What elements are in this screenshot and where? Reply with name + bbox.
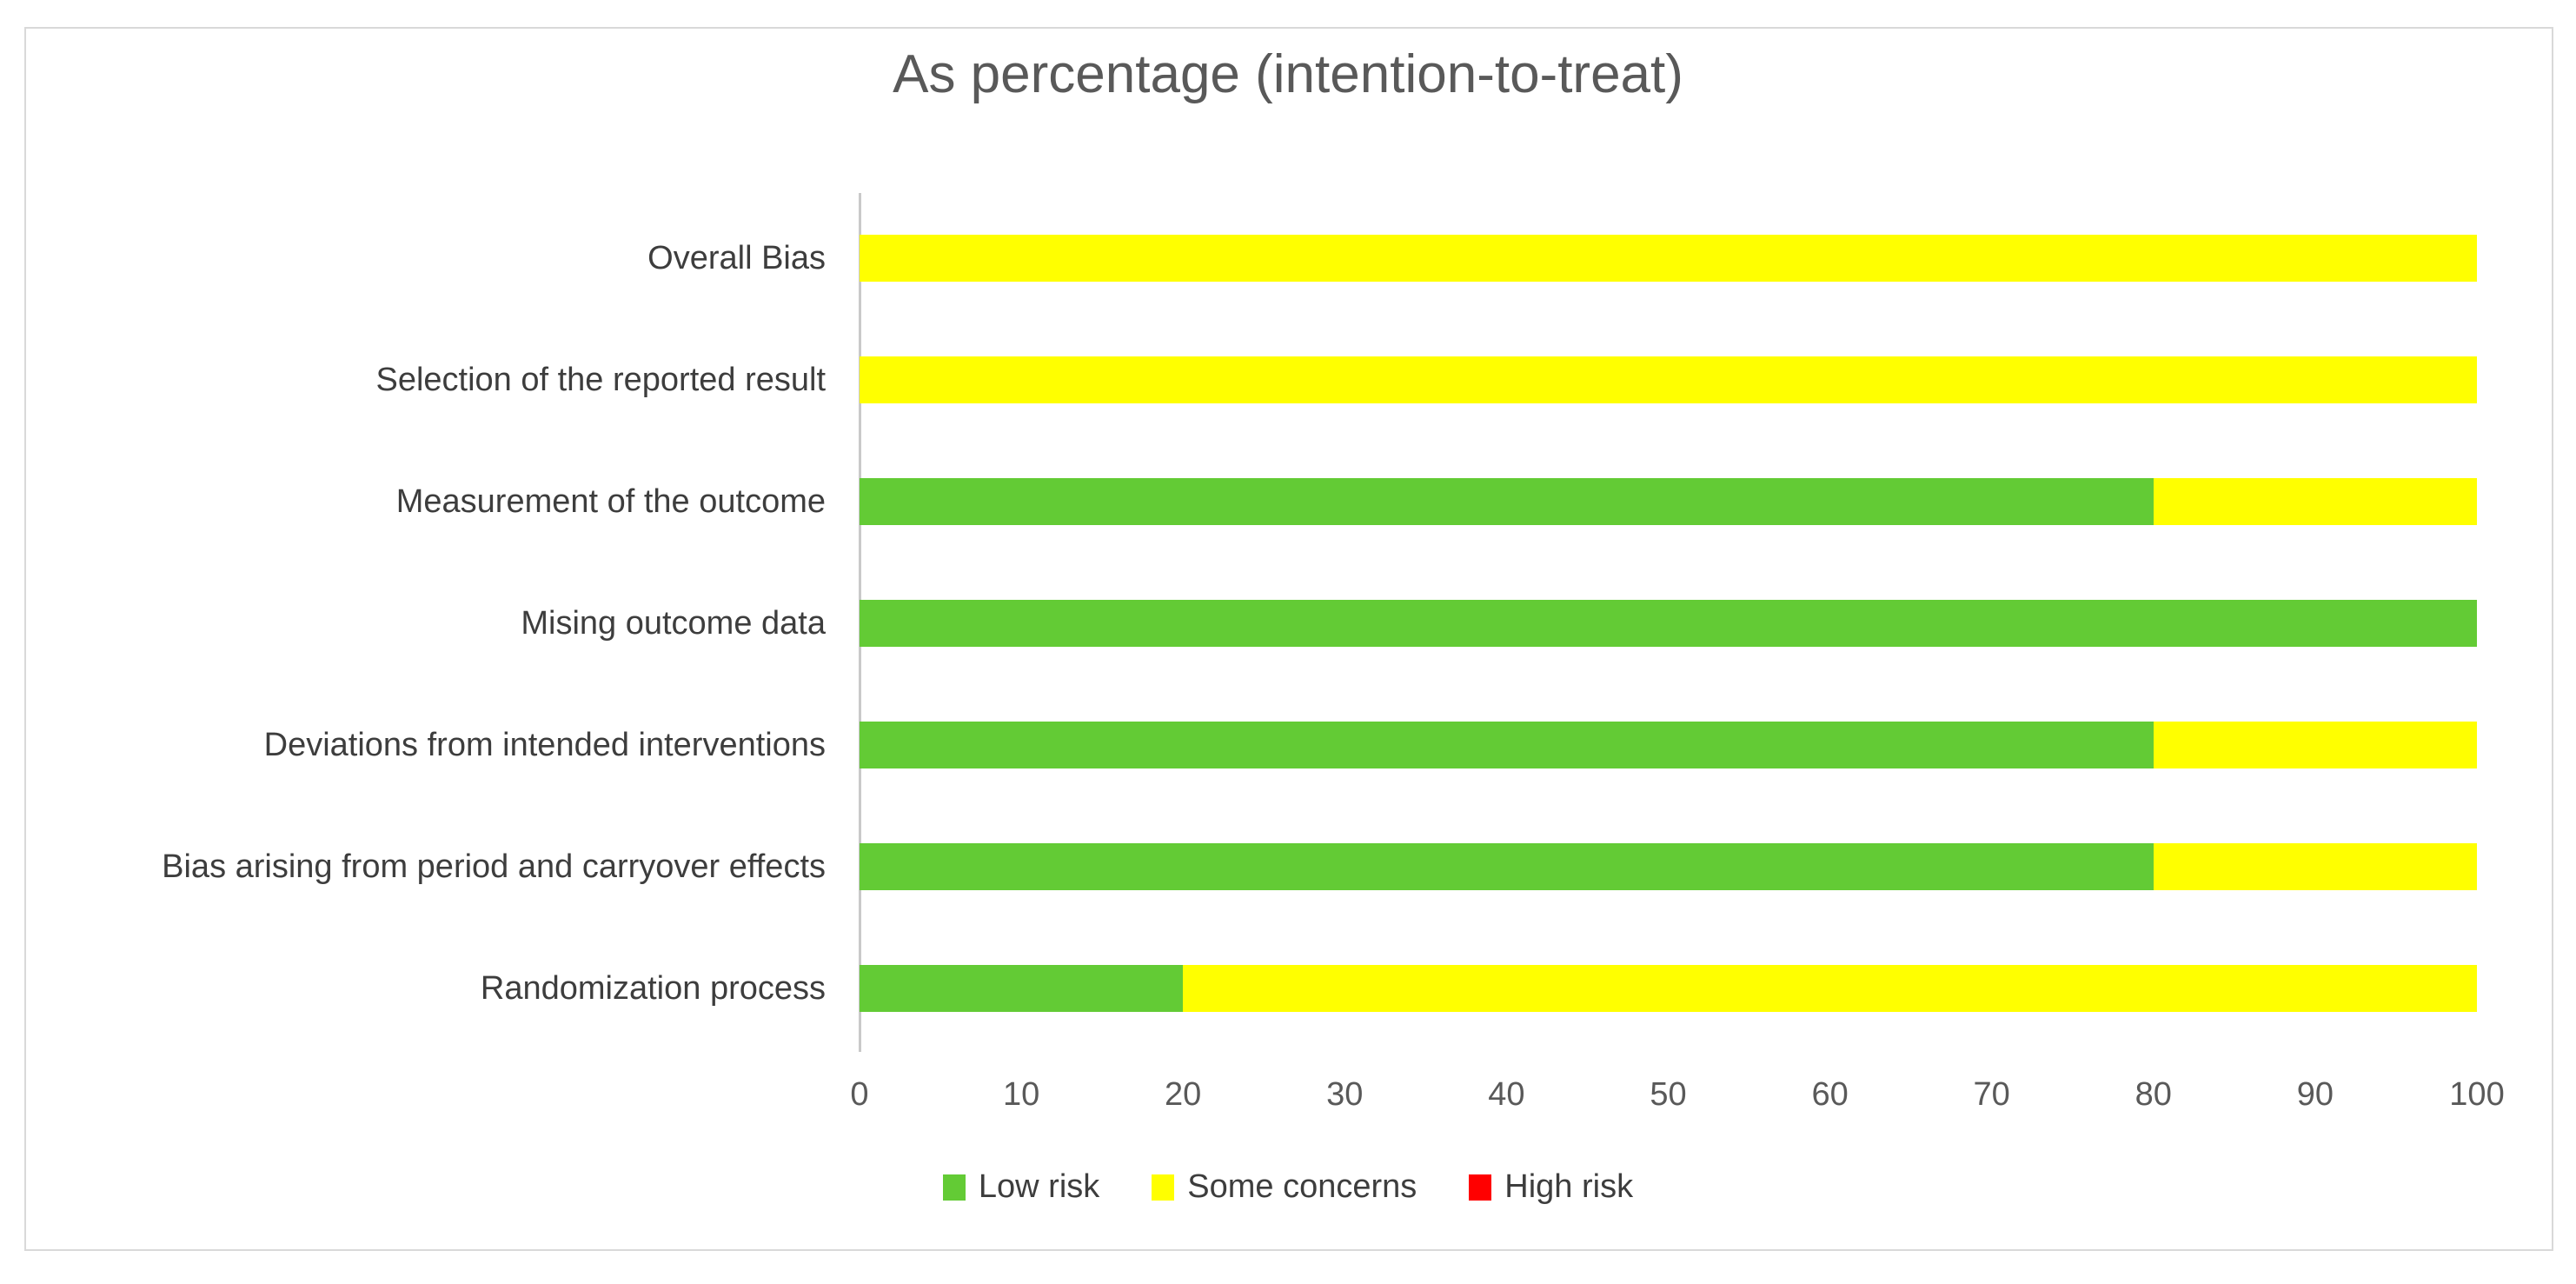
x-tick-label: 80	[2134, 1076, 2172, 1113]
x-tick-label: 40	[1488, 1076, 1525, 1113]
bar-segment-some-concerns	[860, 235, 2477, 282]
bar-segment-low-risk	[860, 965, 1184, 1012]
x-tick-label: 20	[1165, 1076, 1202, 1113]
legend-item-low-risk: Low risk	[942, 1168, 1100, 1206]
category-label: Overall Bias	[647, 240, 826, 276]
bar-segment-some-concerns	[1183, 965, 2477, 1012]
chart-title: As percentage (intention-to-treat)	[893, 44, 1683, 104]
x-tick-label: 10	[1002, 1076, 1040, 1113]
legend-swatch-low-risk	[942, 1174, 966, 1201]
legend-item-some-concerns: Some concerns	[1152, 1168, 1417, 1206]
category-label: Deviations from intended interventions	[263, 727, 826, 763]
bar-segment-low-risk	[860, 478, 2154, 525]
legend-item-high-risk: High risk	[1469, 1168, 1633, 1206]
bar-segment-low-risk	[860, 600, 2477, 647]
x-tick-label: 100	[2449, 1076, 2505, 1113]
legend-swatch-high-risk	[1469, 1174, 1492, 1201]
category-label: Mising outcome data	[521, 605, 826, 642]
legend-swatch-some-concerns	[1152, 1174, 1175, 1201]
bar-segment-some-concerns	[2153, 478, 2477, 525]
bar-segment-some-concerns	[2153, 722, 2477, 768]
category-label: Bias arising from period and carryover e…	[162, 848, 826, 885]
bar-segment-some-concerns	[2153, 843, 2477, 890]
category-label: Selection of the reported result	[375, 362, 826, 398]
x-tick-label: 0	[850, 1076, 869, 1113]
x-tick-label: 70	[1973, 1076, 2010, 1113]
x-tick-label: 60	[1811, 1076, 1849, 1113]
bar-segment-low-risk	[860, 722, 2154, 768]
category-label: Measurement of the outcome	[395, 483, 826, 520]
legend: Low risk Some concerns High risk	[0, 1168, 2576, 1206]
legend-label: High risk	[1504, 1168, 1634, 1205]
x-tick-label: 50	[1650, 1076, 1687, 1113]
x-tick-label: 30	[1326, 1076, 1364, 1113]
bar-segment-some-concerns	[860, 356, 2477, 403]
bar-segment-low-risk	[860, 843, 2154, 890]
category-label: Randomization process	[480, 970, 826, 1007]
legend-label: Low risk	[978, 1168, 1100, 1205]
x-tick-label: 90	[2296, 1076, 2334, 1113]
legend-label: Some concerns	[1187, 1168, 1417, 1205]
